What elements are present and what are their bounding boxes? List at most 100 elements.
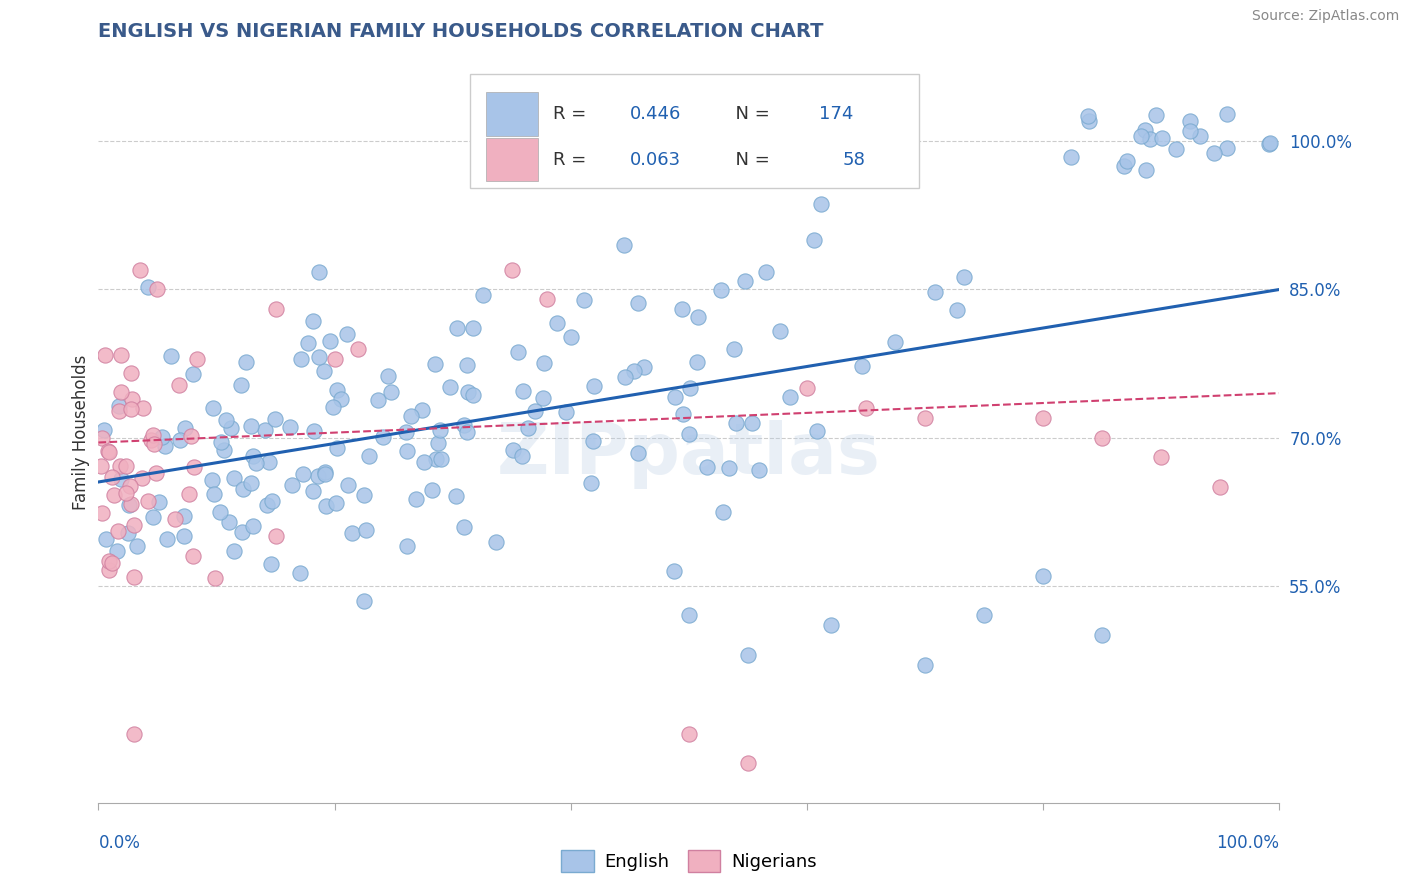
Point <box>502 443 524 458</box>
Point <box>97 444 120 458</box>
Point <box>307 468 329 483</box>
Point <box>395 539 418 553</box>
Point <box>582 434 605 448</box>
Point <box>444 489 467 503</box>
Point <box>143 437 166 451</box>
Point <box>297 335 319 350</box>
Point <box>336 327 359 342</box>
Point <box>1258 137 1281 152</box>
Point <box>1150 450 1173 465</box>
Point <box>242 449 264 463</box>
Point <box>253 423 276 437</box>
Point <box>181 368 204 382</box>
Point <box>516 421 538 435</box>
Point <box>531 391 554 405</box>
Point <box>148 495 170 509</box>
Point <box>202 401 225 416</box>
Point <box>163 511 186 525</box>
Point <box>354 523 377 537</box>
Point <box>457 385 479 400</box>
Point <box>314 465 336 479</box>
Point <box>325 383 347 397</box>
Point <box>973 608 995 623</box>
Point <box>952 270 974 285</box>
Point <box>1189 129 1212 144</box>
Text: ZIPpatlas: ZIPpatlas <box>496 420 882 490</box>
Point <box>291 467 314 482</box>
Point <box>342 525 364 540</box>
Point <box>696 460 718 475</box>
Point <box>179 486 201 500</box>
Point <box>264 411 287 425</box>
Point <box>262 494 284 508</box>
Point <box>686 355 709 369</box>
Point <box>456 425 478 440</box>
Point <box>107 524 129 538</box>
Point <box>1202 146 1225 161</box>
Point <box>1060 150 1083 164</box>
Text: 100.0%: 100.0% <box>1216 834 1279 852</box>
Point <box>371 430 394 444</box>
Text: N =: N = <box>724 151 776 169</box>
Point <box>1209 480 1232 494</box>
Point <box>117 525 139 540</box>
Point <box>337 478 360 492</box>
Text: Source: ZipAtlas.com: Source: ZipAtlas.com <box>1251 9 1399 23</box>
Point <box>1258 136 1281 151</box>
Point <box>413 455 436 469</box>
Point <box>633 359 655 374</box>
Point <box>533 356 555 370</box>
Point <box>231 524 253 539</box>
Point <box>718 461 741 475</box>
Point <box>741 417 763 431</box>
Point <box>325 441 347 455</box>
Point <box>851 359 873 374</box>
Legend: English, Nigerians: English, Nigerians <box>554 842 824 879</box>
Point <box>101 470 124 484</box>
Point <box>160 349 183 363</box>
Point <box>173 529 195 543</box>
Point <box>613 238 636 252</box>
Point <box>224 471 246 485</box>
Point <box>107 399 129 413</box>
Point <box>1116 153 1139 168</box>
Point <box>174 421 197 435</box>
Point <box>280 420 302 434</box>
Point <box>301 483 323 498</box>
Point <box>132 401 155 416</box>
Point <box>321 400 343 414</box>
Point <box>678 426 700 441</box>
Point <box>1091 628 1114 642</box>
Point <box>769 325 792 339</box>
Point <box>546 316 568 330</box>
Point <box>315 499 337 513</box>
Point <box>946 303 969 318</box>
Point <box>453 418 475 433</box>
Point <box>737 648 759 662</box>
Point <box>209 434 232 449</box>
Point <box>820 618 842 632</box>
Point <box>426 436 449 450</box>
Point <box>1112 159 1135 173</box>
Point <box>257 455 280 469</box>
Point <box>139 434 162 448</box>
Point <box>803 233 825 247</box>
Point <box>98 444 121 458</box>
Point <box>260 558 283 572</box>
Point <box>155 439 177 453</box>
Point <box>536 293 558 307</box>
Point <box>125 539 148 553</box>
Point <box>103 488 125 502</box>
Point <box>623 364 645 378</box>
Text: R =: R = <box>553 104 592 123</box>
Point <box>472 287 495 301</box>
Point <box>264 302 287 317</box>
Point <box>420 483 443 498</box>
Point <box>90 431 112 445</box>
Point <box>914 410 936 425</box>
Point <box>242 519 264 533</box>
Point <box>512 384 534 398</box>
Point <box>122 727 145 741</box>
Point <box>554 405 576 419</box>
Point <box>173 508 195 523</box>
